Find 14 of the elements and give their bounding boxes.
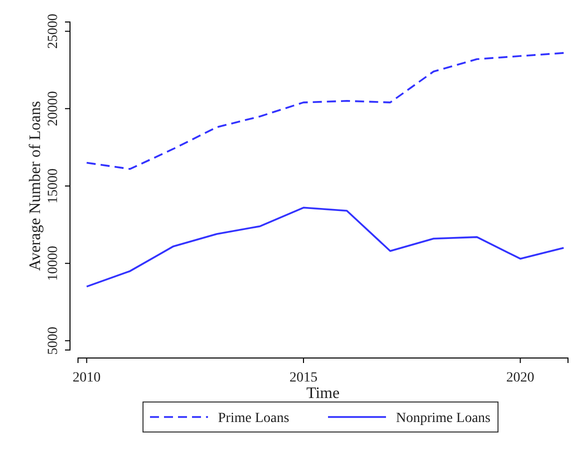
y-tick-label: 5000 <box>46 326 61 355</box>
legend-label: Prime Loans <box>218 411 290 426</box>
x-axis-title: Time <box>306 385 340 402</box>
legend-label: Nonprime Loans <box>396 411 490 426</box>
x-tick-label: 2010 <box>72 370 101 386</box>
y-tick-label: 25000 <box>46 14 61 49</box>
y-axis-title: Average Number of Loans <box>27 101 44 271</box>
x-tick-label: 2020 <box>506 370 534 386</box>
y-tick-label: 10000 <box>46 246 61 281</box>
x-tick-label: 2015 <box>289 370 318 386</box>
line-series <box>86 206 565 288</box>
y-tick-label: 20000 <box>46 91 61 126</box>
y-tick-label: 15000 <box>46 168 61 204</box>
line-series <box>86 52 565 170</box>
